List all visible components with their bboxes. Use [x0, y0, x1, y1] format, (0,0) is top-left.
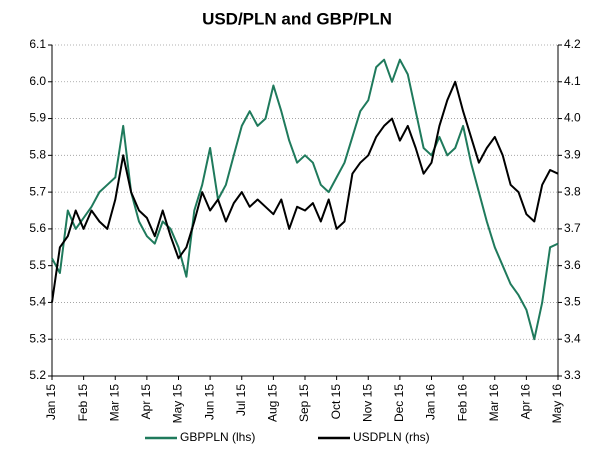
y2-tick-label: 3.8 — [564, 184, 581, 198]
y2-tick-label: 3.3 — [564, 368, 581, 382]
x-tick-label: Nov 15 — [360, 384, 374, 422]
y-tick-label: 5.7 — [29, 184, 46, 198]
y-tick-label: 5.5 — [29, 258, 46, 272]
y2-tick-label: 3.9 — [564, 148, 581, 162]
y-tick-label: 5.2 — [29, 368, 46, 382]
x-tick-label: Sep 15 — [297, 384, 311, 422]
y-tick-label: 5.3 — [29, 331, 46, 345]
line-series — [51, 58, 559, 341]
y2-tick-label: 3.7 — [564, 221, 581, 235]
chart-title: USD/PLN and GBP/PLN — [202, 9, 392, 28]
x-tick-label: Jul 15 — [234, 384, 248, 416]
x-tick-label: Mar 16 — [487, 384, 501, 422]
x-tick-label: Feb 15 — [76, 384, 90, 422]
y2-tick-label: 4.0 — [564, 111, 581, 125]
y2-tick-label: 3.6 — [564, 258, 581, 272]
y2-tick-label: 3.4 — [564, 331, 581, 345]
line-series — [51, 80, 559, 303]
y-tick-label: 5.8 — [29, 148, 46, 162]
x-tick-label: Jan 16 — [424, 384, 438, 420]
x-tick-label: Oct 15 — [329, 384, 343, 420]
y2-tick-label: 3.5 — [564, 295, 581, 309]
x-tick-label: Jan 15 — [44, 384, 58, 420]
x-tick-label: Aug 15 — [266, 384, 280, 422]
x-tick-label: May 15 — [171, 384, 185, 424]
legend-label: GBPPLN (lhs) — [180, 430, 255, 444]
legend-label: USDPLN (rhs) — [353, 430, 430, 444]
x-tick-label: Dec 15 — [392, 384, 406, 422]
y-tick-label: 5.9 — [29, 111, 46, 125]
y-tick-label: 6.0 — [29, 74, 46, 88]
x-tick-label: Feb 16 — [455, 384, 469, 422]
x-tick-label: May 16 — [550, 384, 564, 424]
x-tick-label: Mar 15 — [107, 384, 121, 422]
y2-tick-label: 4.2 — [564, 37, 581, 51]
x-tick-label: Jun 15 — [202, 384, 216, 420]
y-tick-label: 5.4 — [29, 295, 46, 309]
x-tick-label: Apr 15 — [139, 384, 153, 420]
x-tick-label: Apr 16 — [519, 384, 533, 420]
y-tick-label: 6.1 — [29, 37, 46, 51]
y-tick-label: 5.6 — [29, 221, 46, 235]
y2-tick-label: 4.1 — [564, 74, 581, 88]
